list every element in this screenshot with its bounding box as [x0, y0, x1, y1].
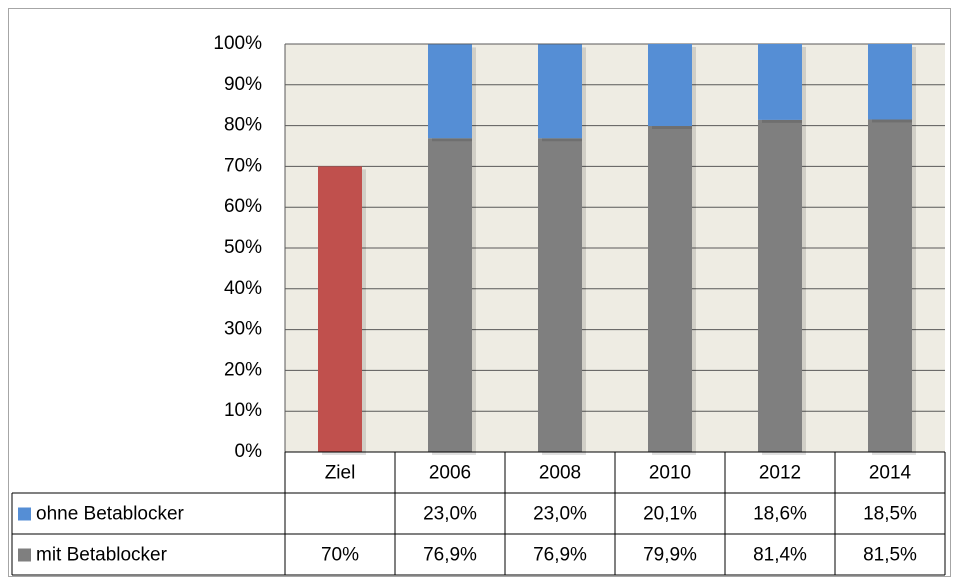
y-tick-label: 70% — [224, 155, 262, 176]
bar-segment — [758, 44, 802, 120]
bar-segment — [538, 138, 582, 453]
data-label: 81,5% — [863, 545, 917, 566]
x-tick-label: 2014 — [869, 463, 912, 484]
data-label: 70% — [321, 545, 359, 566]
x-tick-label: 2006 — [429, 463, 471, 484]
y-tick-label: 90% — [224, 74, 262, 95]
x-tick-label: 2012 — [759, 463, 801, 484]
y-tick-label: 0% — [235, 441, 263, 462]
data-label: 23,0% — [533, 504, 587, 525]
bar-segment — [428, 44, 472, 139]
y-tick-label: 10% — [224, 400, 262, 421]
y-tick-label: 20% — [224, 359, 262, 380]
bar-segment — [428, 138, 472, 453]
y-tick-label: 60% — [224, 196, 262, 217]
x-tick-label: 2008 — [539, 463, 581, 484]
data-label: 18,6% — [753, 504, 807, 525]
bar-segment — [318, 166, 362, 452]
legend-label: ohne Betablocker — [36, 504, 185, 525]
x-tick-label: 2010 — [649, 463, 691, 484]
bar-segment — [758, 119, 802, 452]
y-tick-label: 30% — [224, 319, 262, 340]
legend-label: mit Betablocker — [36, 545, 168, 566]
bar-segment — [648, 44, 692, 127]
data-label: 18,5% — [863, 504, 917, 525]
bar-segment — [868, 119, 912, 452]
data-label: 76,9% — [423, 545, 477, 566]
data-label: 76,9% — [533, 545, 587, 566]
y-tick-label: 50% — [224, 237, 262, 258]
y-tick-label: 40% — [224, 278, 262, 299]
x-tick-label: Ziel — [325, 463, 356, 484]
data-label: 79,9% — [643, 545, 697, 566]
bar-segment — [538, 44, 582, 139]
y-tick-label: 80% — [224, 115, 262, 136]
legend-swatch — [18, 548, 31, 562]
bar-segment — [648, 126, 692, 453]
legend-swatch — [18, 507, 31, 521]
bar-segment — [868, 44, 912, 120]
y-tick-label: 100% — [213, 33, 262, 54]
data-label: 20,1% — [643, 504, 697, 525]
data-label: 81,4% — [753, 545, 807, 566]
data-label: 23,0% — [423, 504, 477, 525]
